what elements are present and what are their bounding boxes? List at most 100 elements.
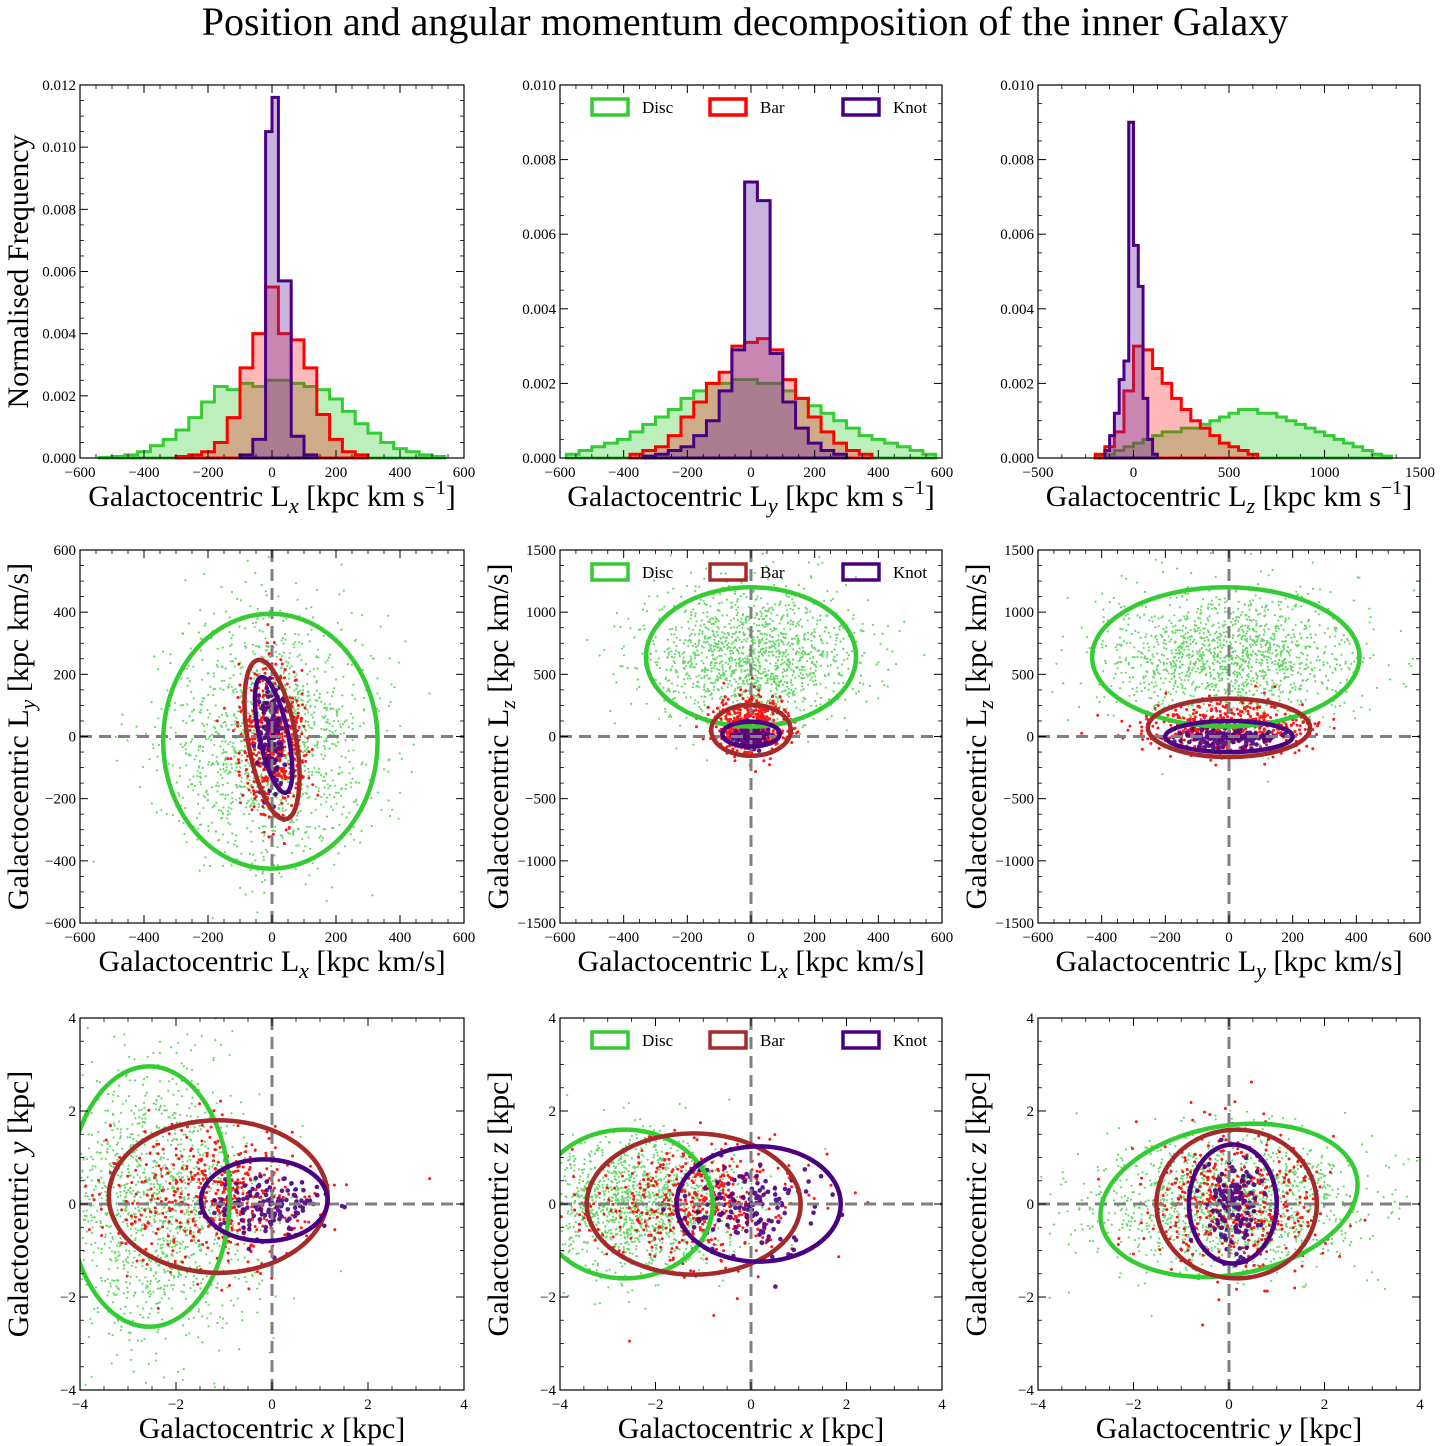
scatter-point — [692, 651, 695, 654]
scatter-point — [197, 802, 200, 805]
scatter-point — [738, 678, 742, 681]
scatter-point — [287, 831, 290, 835]
scatter-point — [748, 661, 751, 664]
scatter-point — [764, 609, 767, 613]
scatter-point — [787, 714, 791, 718]
scatter-point — [743, 750, 747, 754]
scatter-point — [285, 754, 288, 757]
scatter-point — [271, 752, 275, 756]
scatter-point — [782, 643, 785, 646]
scatter-point — [334, 729, 337, 732]
scatter-point — [1100, 643, 1103, 646]
scatter-point — [792, 669, 795, 672]
scatter-point — [250, 840, 253, 843]
scatter-point — [711, 617, 714, 620]
scatter-point — [178, 794, 181, 797]
scatter-point — [835, 660, 838, 663]
scatter-point — [236, 696, 240, 699]
scatter-point — [770, 644, 774, 647]
scatter-point — [276, 864, 279, 867]
scatter-point — [768, 701, 772, 705]
scatter-point — [332, 707, 335, 710]
scatter-point — [777, 644, 781, 647]
scatter-point — [750, 694, 753, 698]
scatter-point — [654, 636, 657, 639]
scatter-point — [352, 800, 355, 803]
scatter-point — [656, 661, 659, 664]
scatter-point — [315, 771, 318, 774]
scatter-point — [377, 709, 380, 712]
scatter-point — [267, 615, 270, 618]
scatter-point — [212, 612, 216, 615]
scatter-point — [214, 704, 217, 707]
scatter-point — [689, 696, 692, 699]
scatter-point — [807, 638, 810, 641]
scatter-point — [692, 665, 695, 669]
scatter-point — [316, 699, 319, 702]
scatter-point — [762, 625, 765, 628]
scatter-point — [196, 827, 199, 830]
x-tick-label: 200 — [325, 930, 348, 946]
scatter-point — [200, 678, 204, 681]
scatter-point — [791, 598, 794, 601]
scatter-point — [724, 653, 727, 656]
scatter-point — [734, 664, 738, 667]
scatter-point — [801, 685, 804, 688]
scatter-point — [114, 735, 117, 738]
scatter-point — [717, 646, 720, 649]
scatter-point — [295, 687, 298, 690]
scatter-point — [300, 668, 304, 672]
scatter-point — [744, 699, 748, 703]
scatter-point — [1247, 702, 1250, 706]
scatter-point — [398, 752, 401, 755]
scatter-point — [326, 691, 329, 694]
scatter-point — [1180, 635, 1183, 638]
scatter-point — [674, 669, 677, 672]
y-tick-label: 0.002 — [42, 389, 76, 405]
scatter-point — [205, 723, 209, 726]
scatter-point — [845, 729, 849, 732]
scatter-point — [690, 662, 694, 666]
scatter-point — [250, 783, 253, 786]
hist-disc — [564, 378, 938, 460]
scatter-point — [642, 624, 645, 627]
scatter-point — [287, 826, 291, 830]
scatter-point — [293, 646, 296, 649]
scatter-point — [732, 646, 735, 650]
scatter-point — [255, 645, 258, 648]
scatter-point — [759, 695, 763, 699]
scatter-point — [613, 722, 616, 725]
scatter-point — [800, 689, 803, 692]
scatter-point — [247, 799, 250, 803]
scatter-point — [291, 830, 295, 834]
scatter-point — [745, 620, 748, 623]
scatter-point — [1303, 627, 1306, 631]
scatter-point — [778, 652, 781, 656]
scatter-point — [260, 831, 263, 835]
scatter-point — [267, 555, 270, 559]
scatter-point — [723, 625, 726, 629]
scatter-point — [873, 633, 876, 636]
scatter-point — [301, 793, 304, 796]
scatter-point — [768, 634, 772, 637]
scatter-point — [257, 805, 260, 809]
scatter-point — [222, 706, 226, 710]
scatter-point — [672, 587, 675, 590]
scatter-point — [193, 758, 196, 761]
scatter-point — [198, 869, 201, 872]
scatter-point — [229, 653, 232, 656]
scatter-point — [1177, 649, 1181, 652]
scatter-point — [305, 792, 308, 795]
scatter-point — [232, 674, 235, 677]
scatter-point — [746, 750, 750, 754]
scatter-point — [725, 598, 729, 601]
scatter-point — [303, 745, 306, 748]
scatter-point — [382, 930, 384, 932]
legend-swatch-bar — [708, 562, 748, 582]
scatter-point — [768, 757, 772, 761]
scatter-point — [230, 763, 233, 766]
scatter-point — [787, 695, 791, 698]
scatter-point — [693, 633, 696, 636]
scatter-point — [758, 661, 761, 664]
scatter-point — [214, 719, 217, 722]
